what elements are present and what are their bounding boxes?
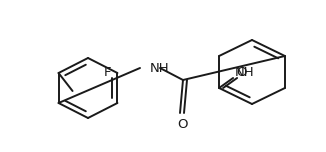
Text: O: O xyxy=(236,67,246,79)
Text: O: O xyxy=(178,119,188,131)
Text: NH: NH xyxy=(235,66,255,78)
Text: NH: NH xyxy=(150,62,170,74)
Text: F: F xyxy=(104,66,111,79)
